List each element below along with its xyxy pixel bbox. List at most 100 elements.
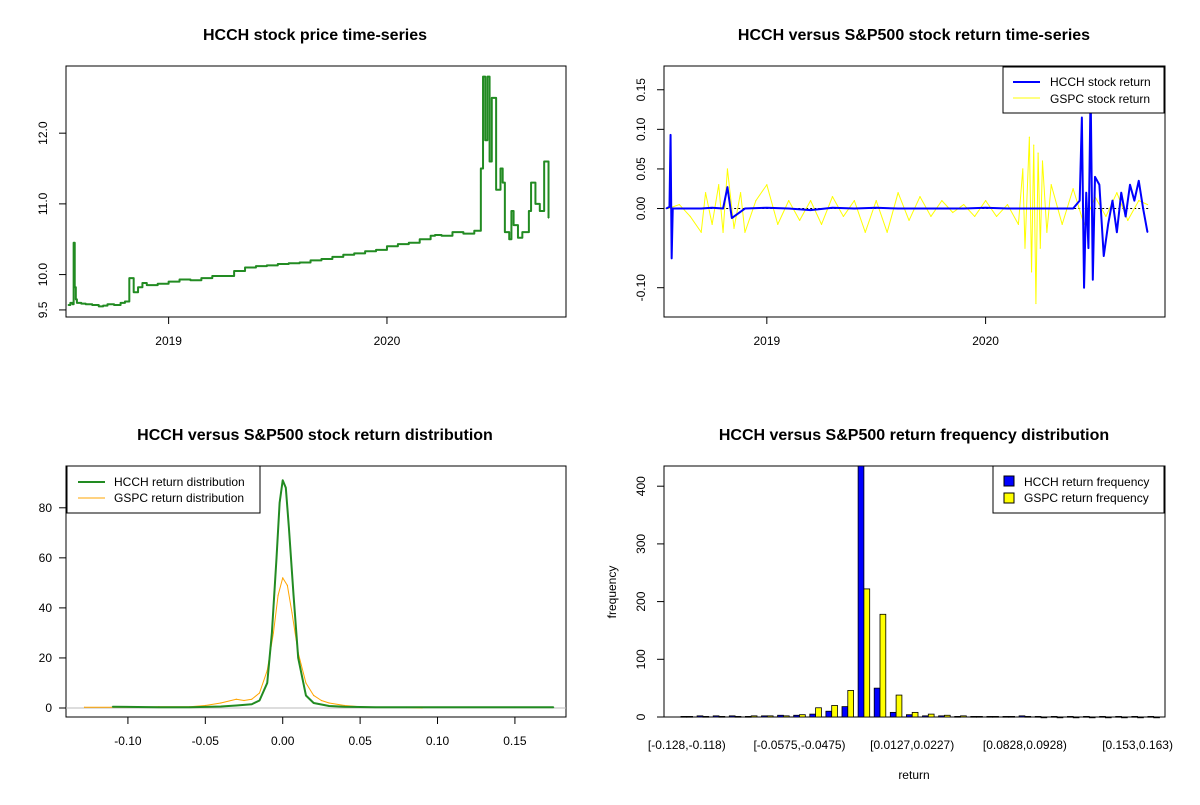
y-tick-label: 9.5 (36, 301, 50, 318)
data-point (1133, 200, 1135, 202)
data-point (678, 207, 680, 210)
data-point (941, 200, 943, 202)
data-point (733, 227, 735, 229)
histogram-bar (777, 714, 784, 718)
x-tick-label: 2020 (972, 334, 999, 348)
data-point (305, 694, 307, 697)
histogram-bar (1018, 715, 1026, 718)
density-plot-frame (65, 465, 567, 718)
data-point (1125, 215, 1127, 218)
histogram-bar (761, 715, 768, 718)
data-point (1037, 152, 1039, 154)
price-series (67, 75, 550, 308)
data-point (1050, 184, 1052, 186)
histogram-bar (750, 715, 758, 718)
data-point (204, 704, 206, 707)
data-point (1030, 271, 1033, 273)
data-point (233, 270, 235, 272)
x-tick-label: -0.05 (192, 734, 220, 748)
histogram-bar (1137, 716, 1144, 719)
data-point (700, 207, 702, 210)
data-point (1098, 184, 1100, 186)
legend-gspc-frequency-label: GSPC return frequency (1024, 491, 1149, 505)
histogram-bar (927, 713, 935, 718)
data-point (809, 209, 812, 211)
y-tick-label: 80 (39, 501, 53, 515)
data-point (331, 256, 333, 258)
y-tick-label: 300 (634, 534, 648, 554)
returns-legend: HCCH stock return GSPC stock return (1002, 66, 1165, 114)
data-point (178, 278, 181, 281)
returns-series (665, 88, 1150, 305)
histogram-chart-title: HCCH versus S&P500 return frequency dist… (719, 427, 1109, 444)
data-point (189, 279, 192, 281)
data-point (313, 702, 315, 704)
data-point (76, 302, 78, 304)
data-point (1142, 207, 1144, 210)
x-tick-label: 0.10 (426, 734, 450, 748)
y-tick-label: 0.10 (634, 117, 648, 141)
data-point (995, 215, 998, 218)
histogram-bar (712, 715, 720, 718)
x-tick-label: [0.0127,0.0227) (870, 738, 954, 752)
legend-hcch-frequency-swatch (1003, 475, 1015, 487)
data-point (133, 291, 135, 293)
legend-gspc-frequency-swatch (1003, 492, 1015, 504)
data-point (510, 210, 513, 212)
data-point (467, 706, 470, 708)
data-point (328, 705, 330, 707)
data-point (111, 706, 114, 708)
histogram-bar (766, 715, 774, 718)
legend-gspc-density-label: GSPC return distribution (114, 491, 244, 505)
data-point (952, 211, 954, 214)
data-point (875, 200, 877, 202)
data-point (1120, 192, 1122, 194)
histogram-legend-box (992, 465, 1165, 514)
data-point (672, 207, 674, 210)
histogram-bar (986, 716, 994, 718)
data-point (342, 254, 344, 256)
data-point (534, 203, 537, 205)
data-point (292, 594, 295, 596)
data-point (499, 167, 502, 170)
data-point (251, 703, 253, 705)
data-point (853, 200, 855, 202)
data-point (74, 286, 76, 288)
series-line-hcch-return-distribution (112, 479, 554, 709)
histogram-bar (728, 715, 736, 718)
data-point (137, 286, 139, 288)
data-point (279, 502, 281, 504)
data-point (67, 304, 69, 306)
data-point (91, 304, 93, 306)
data-point (244, 266, 246, 269)
histogram-bar (799, 714, 806, 718)
data-point (744, 231, 746, 233)
data-point (985, 200, 987, 202)
data-point (897, 192, 899, 194)
histogram-bar (922, 715, 929, 718)
histogram-bar (1105, 716, 1112, 719)
density-legend-box (66, 465, 261, 514)
data-point (831, 207, 834, 209)
y-tick-label: 400 (634, 476, 648, 496)
data-point (495, 189, 497, 191)
data-point (220, 705, 222, 708)
histogram-bar (793, 714, 800, 718)
data-point (755, 200, 757, 202)
histogram-bar (1050, 716, 1058, 718)
x-tick-label: 0.00 (271, 734, 295, 748)
data-point (1107, 223, 1109, 225)
data-point (1050, 207, 1052, 210)
price-chart-panel: HCCH stock price time-series 2019 2020 9.5… (36, 27, 567, 348)
histogram-bar (895, 694, 903, 718)
histogram-bar (944, 714, 951, 718)
x-tick-label: 0.15 (503, 734, 527, 748)
price-chart-title: HCCH stock price time-series (203, 27, 427, 44)
histogram-bar (960, 715, 967, 718)
data-point (440, 235, 443, 237)
data-point (488, 160, 491, 163)
data-point (1039, 247, 1041, 249)
y-tick-label: 12.0 (36, 121, 50, 145)
